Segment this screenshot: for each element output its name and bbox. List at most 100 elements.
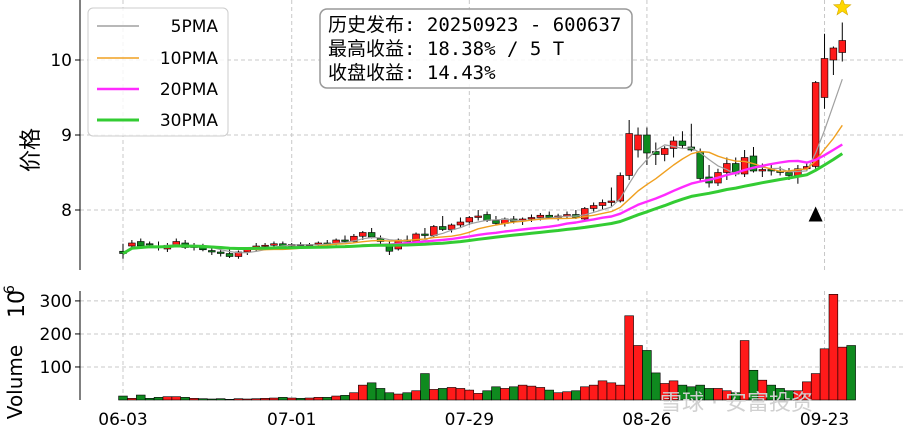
- volume-bar: [287, 397, 297, 401]
- volume-bar: [331, 395, 341, 401]
- volume-bar: [535, 387, 546, 401]
- candle-body: [634, 134, 642, 151]
- candle-body: [696, 151, 704, 179]
- candle-body: [421, 233, 429, 236]
- volume-bar: [500, 388, 510, 401]
- price-tick-label: 9: [61, 126, 72, 146]
- volume-bar: [153, 397, 164, 401]
- candle-body: [367, 232, 376, 238]
- volume-bar: [162, 396, 173, 401]
- candle-body: [128, 242, 136, 247]
- volume-bar: [509, 386, 519, 401]
- volume-scale: 10 6: [2, 285, 30, 318]
- candle-body: [492, 220, 500, 224]
- volume-tick-label: 300: [40, 292, 72, 312]
- max-return-star-marker: [832, 0, 852, 16]
- volume-bar: [171, 396, 181, 401]
- volume-bar: [553, 392, 563, 401]
- candle-body: [527, 217, 536, 220]
- moving-averages: [122, 79, 844, 255]
- volume-scale-base: 10: [5, 290, 30, 318]
- volume-bar: [215, 398, 226, 401]
- candle-body: [430, 226, 438, 236]
- candle-body: [270, 243, 278, 246]
- candle-body: [145, 243, 154, 246]
- volume-bar: [588, 384, 599, 401]
- candle-body: [660, 148, 669, 155]
- entry-triangle-marker: [808, 206, 823, 222]
- ma-line-30pma: [122, 152, 844, 255]
- volume-bar: [207, 398, 217, 401]
- volume-bar: [819, 348, 830, 401]
- candle-body: [216, 251, 225, 254]
- candle-body: [598, 202, 607, 206]
- volume-bar: [313, 397, 324, 401]
- legend-label-5pma: 5PMA: [171, 17, 219, 37]
- candle-body: [625, 133, 633, 176]
- axes: 8 9 10 100 200 300 06-03 07-01 07-29 08-26 09-23: [40, 0, 849, 430]
- volume-bar: [846, 345, 856, 401]
- volume-bar: [402, 392, 412, 401]
- legend-label-10pma: 10PMA: [160, 49, 219, 69]
- volume-bar: [233, 398, 244, 401]
- candle-body: [234, 251, 243, 257]
- volume-bar: [828, 294, 839, 401]
- volume-bar: [615, 384, 625, 401]
- volume-bar: [269, 397, 279, 401]
- candle-body: [261, 244, 269, 247]
- volume-bar: [322, 397, 332, 401]
- volume-bar: [224, 399, 235, 401]
- volume-bar: [384, 392, 395, 401]
- info-line-close-return: 收盘收益: 14.43%: [328, 62, 496, 84]
- candle-body: [811, 82, 820, 167]
- markers: [808, 0, 852, 222]
- volume-bar: [375, 388, 386, 401]
- date-tick-label: 06-03: [98, 410, 147, 430]
- volume-bar: [597, 380, 608, 401]
- volume-bar: [482, 390, 492, 401]
- volume-bar: [651, 372, 661, 401]
- info-box: 历史发布: 20250923 - 600637 最高收益: 18.38% / 5…: [319, 8, 633, 89]
- volume-bar: [144, 398, 155, 401]
- volume-bar: [127, 398, 137, 401]
- volume-axis-label: Volume: [3, 345, 27, 419]
- candle-body: [758, 169, 767, 172]
- date-tick-label: 08-26: [622, 410, 671, 430]
- volume-bar: [437, 388, 448, 401]
- candle-body: [225, 253, 234, 257]
- candle-body: [536, 214, 545, 218]
- info-line-release: 历史发布: 20250923 - 600637: [328, 14, 621, 36]
- volume-bar: [491, 386, 501, 401]
- legend: 5PMA 10PMA 20PMA 30PMA: [87, 7, 229, 137]
- volume-bar: [304, 397, 315, 401]
- volume-scale-exponent: 6: [2, 285, 18, 294]
- candle-body: [678, 140, 687, 146]
- candle-body: [456, 221, 465, 226]
- legend-label-30pma: 30PMA: [160, 111, 219, 131]
- candle-body: [447, 224, 456, 230]
- date-tick-label: 09-23: [800, 410, 849, 430]
- volume-bar: [118, 395, 128, 401]
- volume-bar: [429, 389, 439, 401]
- date-tick-label: 07-01: [267, 410, 316, 430]
- price-tick-label: 8: [61, 201, 72, 221]
- volume-bar: [837, 346, 847, 401]
- volume-bar: [544, 389, 554, 401]
- volume-bar: [633, 345, 643, 401]
- candle-body: [465, 217, 474, 223]
- candle-body: [589, 205, 598, 209]
- volume-bar: [562, 391, 572, 401]
- candle-body: [545, 214, 553, 218]
- price-tick-label: 10: [50, 51, 72, 71]
- volume-bar: [455, 388, 466, 401]
- candle-body: [740, 157, 749, 175]
- volume-bar: [260, 398, 270, 401]
- volume-bar: [642, 350, 652, 401]
- candle-body: [838, 40, 846, 53]
- candle-body: [438, 226, 447, 230]
- volume-tick-label: 100: [40, 358, 72, 378]
- volume-bar: [136, 394, 146, 401]
- volume-bar: [180, 397, 190, 401]
- volume-bar: [420, 373, 430, 401]
